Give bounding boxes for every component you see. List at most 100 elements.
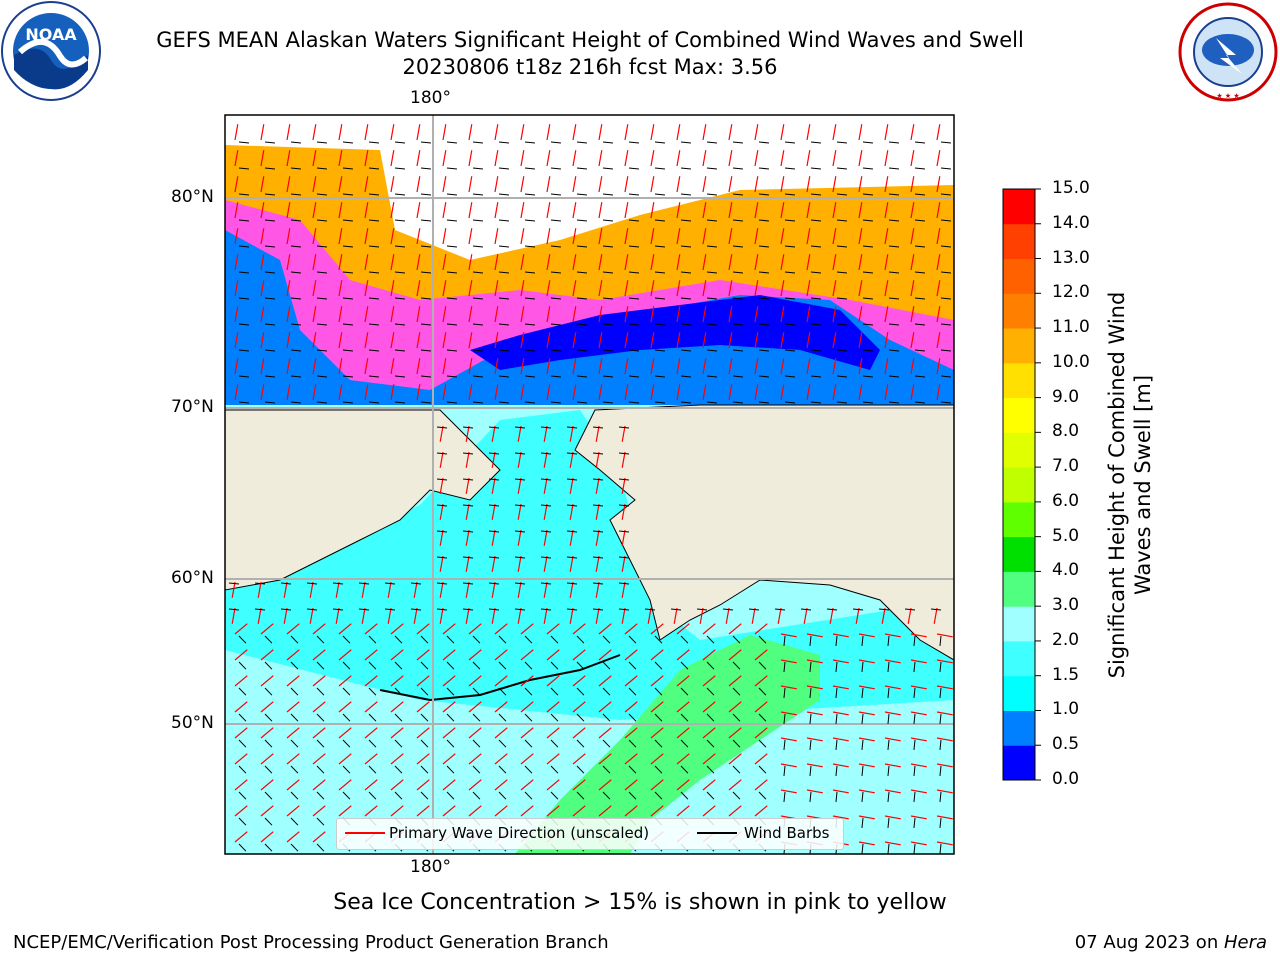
wind-barb bbox=[238, 843, 247, 852]
wave-arrow bbox=[806, 202, 811, 219]
wind-barb bbox=[446, 141, 457, 144]
wind-barb bbox=[783, 739, 786, 750]
wave-arrow bbox=[364, 124, 369, 141]
wind-barb bbox=[706, 401, 717, 404]
wave-arrow bbox=[572, 384, 577, 401]
wave-arrow bbox=[569, 555, 574, 572]
wave-arrow bbox=[286, 332, 291, 349]
wave-arrow bbox=[572, 176, 577, 193]
wind-barb bbox=[706, 661, 715, 670]
wind-barb bbox=[810, 401, 821, 404]
colorbar-tick-label: 1.0 bbox=[1052, 699, 1080, 720]
wind-barb bbox=[654, 765, 663, 774]
wind-barb bbox=[394, 401, 405, 404]
wave-arrow bbox=[494, 623, 508, 635]
wave-arrow bbox=[312, 228, 317, 245]
wind-barb bbox=[628, 635, 637, 644]
colorbar-segment bbox=[1003, 467, 1035, 503]
wind-barb bbox=[316, 167, 327, 170]
wind-barb bbox=[437, 608, 448, 611]
wind-barb bbox=[836, 297, 847, 300]
nws-logo: ★ ★ ★ bbox=[1178, 2, 1278, 102]
wave-arrow bbox=[494, 228, 499, 245]
wind-barb bbox=[940, 375, 951, 378]
wind-barb bbox=[913, 739, 916, 750]
wave-arrow bbox=[832, 737, 849, 742]
wind-barb bbox=[316, 817, 325, 826]
wave-arrow bbox=[286, 150, 291, 167]
wind-barb bbox=[567, 504, 578, 507]
wave-arrow bbox=[936, 737, 953, 742]
wave-arrow bbox=[338, 306, 343, 323]
wind-barb bbox=[619, 426, 630, 429]
wave-arrow bbox=[491, 451, 496, 468]
wave-arrow bbox=[806, 633, 823, 638]
wave-arrow bbox=[390, 176, 395, 193]
wind-barb bbox=[264, 765, 273, 774]
wind-barb bbox=[281, 582, 292, 585]
wind-barb bbox=[567, 452, 578, 455]
wave-arrow bbox=[754, 649, 768, 661]
wave-arrow bbox=[910, 332, 915, 349]
wave-arrow bbox=[598, 805, 612, 817]
wave-arrow bbox=[520, 280, 525, 297]
colorbar-segment bbox=[1003, 328, 1035, 364]
wave-arrow bbox=[543, 555, 548, 572]
wave-arrow bbox=[338, 727, 352, 739]
wave-arrow bbox=[598, 202, 603, 219]
wave-arrow bbox=[442, 701, 456, 713]
wind-barb bbox=[835, 791, 838, 802]
wind-barb bbox=[290, 193, 301, 196]
wind-barb bbox=[914, 167, 925, 170]
wave-arrow bbox=[624, 228, 629, 245]
wind-barb bbox=[810, 271, 821, 274]
wave-arrow bbox=[260, 306, 265, 323]
wind-barb bbox=[420, 739, 429, 748]
dark-blue-band bbox=[470, 295, 880, 370]
wave-arrow bbox=[806, 280, 811, 297]
wave-arrow bbox=[416, 753, 430, 765]
wind-barb bbox=[541, 556, 552, 559]
wave-arrow bbox=[777, 607, 782, 624]
wind-barb bbox=[567, 478, 578, 481]
wave-arrow bbox=[621, 607, 626, 624]
wind-barb bbox=[359, 608, 370, 611]
wave-arrow bbox=[364, 150, 369, 167]
wave-arrow bbox=[936, 711, 953, 716]
wind-barb bbox=[394, 323, 405, 326]
wave-arrow bbox=[728, 150, 733, 167]
wave-arrow bbox=[234, 124, 239, 141]
aleutian-islands bbox=[379, 654, 621, 702]
wave-arrow bbox=[572, 280, 577, 297]
wind-barb bbox=[810, 297, 821, 300]
wind-barb bbox=[576, 219, 587, 222]
wave-arrow bbox=[390, 150, 395, 167]
wind-barb bbox=[290, 817, 299, 826]
wind-barb bbox=[550, 713, 559, 722]
wave-arrow bbox=[442, 280, 447, 297]
wave-arrow bbox=[780, 737, 797, 742]
wind-barb bbox=[394, 765, 403, 774]
wave-arrow bbox=[728, 202, 733, 219]
wave-arrow bbox=[234, 358, 239, 375]
wind-barb bbox=[541, 608, 552, 611]
colorbar-tick-label: 0.0 bbox=[1052, 769, 1080, 789]
wind-barb bbox=[940, 141, 951, 144]
wind-barb bbox=[914, 297, 925, 300]
wind-barb bbox=[654, 713, 663, 722]
wave-arrow bbox=[234, 202, 239, 219]
wind-barb bbox=[706, 765, 715, 774]
wave-arrow bbox=[884, 358, 889, 375]
wave-arrow bbox=[598, 727, 612, 739]
wave-arrow bbox=[494, 675, 508, 687]
wave-arrow bbox=[858, 659, 875, 664]
wave-arrow bbox=[260, 358, 265, 375]
wind-barb bbox=[238, 141, 249, 144]
wind-barb bbox=[758, 193, 769, 196]
wind-barb bbox=[342, 739, 351, 748]
wave-arrow bbox=[621, 451, 626, 468]
wind-barb bbox=[316, 739, 325, 748]
wind-barb bbox=[680, 765, 689, 774]
wave-arrow bbox=[517, 529, 522, 546]
wind-barb bbox=[628, 219, 639, 222]
